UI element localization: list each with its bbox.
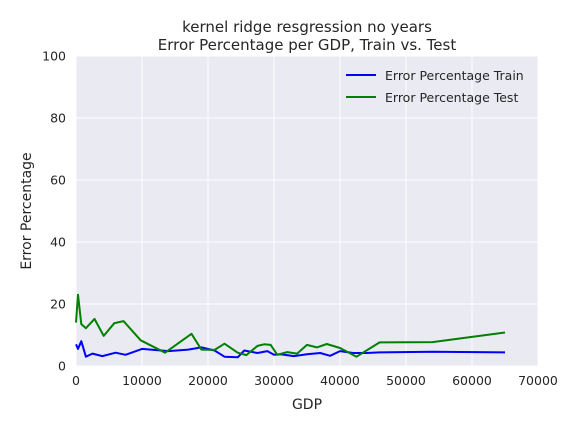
x-axis-ticks: 0 10000 20000 30000 40000 50000 60000 70000 — [72, 373, 558, 388]
x-tick-label: 70000 — [518, 373, 558, 388]
legend-label-train: Error Percentage Train — [385, 68, 524, 83]
plot-area — [75, 55, 539, 367]
x-tick-label: 10000 — [122, 373, 162, 388]
y-axis-ticks: 0 20 40 60 80 100 — [42, 49, 66, 374]
legend-label-test: Error Percentage Test — [385, 90, 518, 105]
x-tick-label: 40000 — [320, 373, 360, 388]
y-tick-label: 60 — [50, 173, 66, 188]
y-tick-label: 80 — [50, 111, 66, 126]
plot-background — [76, 56, 538, 366]
x-tick-label: 0 — [72, 373, 80, 388]
grid — [75, 55, 539, 367]
x-tick-label: 50000 — [386, 373, 426, 388]
chart-title-line2: Error Percentage per GDP, Train vs. Test — [158, 36, 457, 54]
y-tick-label: 100 — [42, 49, 66, 64]
y-tick-label: 0 — [58, 359, 66, 374]
y-tick-label: 20 — [50, 297, 66, 312]
x-tick-label: 60000 — [452, 373, 492, 388]
x-tick-label: 30000 — [254, 373, 294, 388]
chart-title-line1: kernel ridge resgression no years — [182, 18, 432, 36]
series-line-test — [75, 293, 506, 358]
series-lines — [75, 293, 506, 359]
legend: Error Percentage Train Error Percentage … — [346, 68, 524, 105]
x-axis-label: GDP — [292, 397, 322, 413]
y-tick-label: 40 — [50, 235, 66, 250]
y-axis-label: Error Percentage — [19, 152, 35, 269]
x-tick-label: 20000 — [188, 373, 228, 388]
